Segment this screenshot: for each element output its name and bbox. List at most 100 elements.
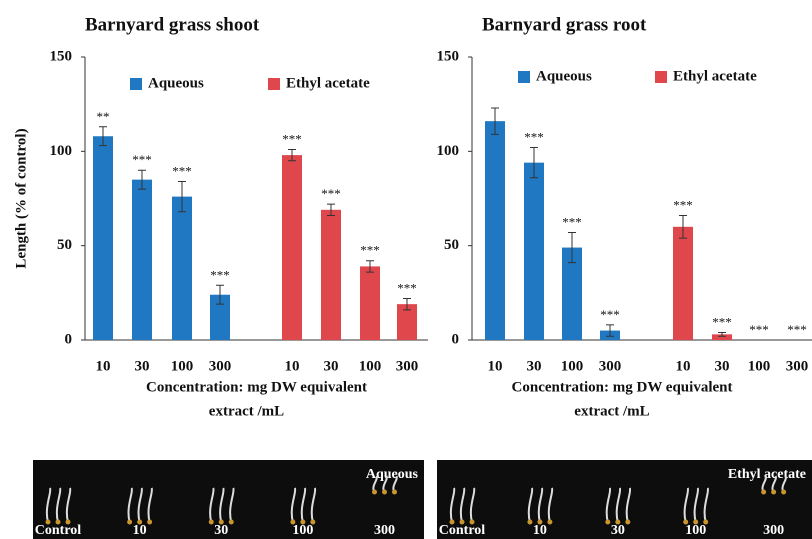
photo-label: Control: [439, 523, 486, 538]
significance-label: ***: [397, 280, 417, 295]
chart-title: Barnyard grass root: [482, 14, 647, 35]
photo-label: 300: [374, 523, 395, 538]
significance-label: **: [97, 109, 110, 124]
bar: [360, 266, 380, 340]
photo-label: 10: [133, 523, 147, 538]
x-tick-label: 100: [171, 358, 194, 374]
significance-label: ***: [360, 243, 380, 258]
photo-label: 30: [214, 523, 228, 538]
x-axis-label: Concentration: mg DW equivalent: [146, 379, 367, 395]
photo-label: 100: [685, 523, 706, 538]
seed: [547, 520, 552, 525]
photo-title: Ethyl acetate: [728, 467, 806, 482]
y-tick-label: 150: [50, 48, 73, 64]
seed: [625, 520, 630, 525]
seed: [470, 520, 475, 525]
y-tick-label: 0: [65, 331, 73, 347]
seed: [229, 520, 234, 525]
bar: [321, 210, 341, 340]
seed: [66, 520, 71, 525]
x-axis-label: extract /mL: [574, 403, 649, 419]
seed: [300, 520, 305, 525]
x-tick-label: 10: [96, 358, 111, 374]
x-tick-label: 100: [561, 358, 584, 374]
seed: [781, 490, 786, 495]
bar: [524, 163, 544, 340]
significance-label: ***: [749, 322, 769, 337]
x-tick-label: 300: [599, 358, 622, 374]
seed: [761, 490, 766, 495]
legend-swatch: [655, 71, 667, 83]
x-axis-label: extract /mL: [209, 403, 284, 419]
significance-label: ***: [673, 197, 693, 212]
significance-label: ***: [524, 130, 544, 145]
seed: [771, 490, 776, 495]
legend-label: Ethyl acetate: [673, 68, 757, 84]
x-tick-label: 30: [135, 358, 150, 374]
seed: [683, 520, 688, 525]
seed: [392, 490, 397, 495]
photo-label: 10: [533, 523, 547, 538]
x-tick-label: 30: [715, 358, 730, 374]
y-axis-label: Length (% of control): [13, 128, 29, 268]
x-tick-label: 10: [676, 358, 691, 374]
x-tick-label: 10: [488, 358, 503, 374]
photo-label: 300: [763, 523, 784, 538]
bar: [485, 121, 505, 340]
bar: [172, 197, 192, 340]
photo-label: 100: [292, 523, 313, 538]
seed: [450, 520, 455, 525]
seed: [382, 490, 387, 495]
photo-title: Aqueous: [366, 467, 419, 482]
significance-label: ***: [787, 322, 807, 337]
significance-label: ***: [172, 164, 192, 179]
y-tick-label: 100: [50, 143, 73, 159]
seed: [605, 520, 610, 525]
y-tick-label: 150: [437, 48, 460, 64]
seed: [290, 520, 295, 525]
seed: [537, 520, 542, 525]
y-tick-label: 50: [57, 237, 72, 253]
significance-label: ***: [210, 267, 230, 282]
legend-label: Aqueous: [536, 68, 592, 84]
seed: [460, 520, 465, 525]
significance-label: ***: [600, 307, 620, 322]
x-tick-label: 10: [285, 358, 300, 374]
figure: Barnyard grass shoot Length (% of control…: [0, 0, 812, 539]
seed: [219, 520, 224, 525]
x-axis-label: Concentration: mg DW equivalent: [512, 379, 733, 395]
photo-label: 30: [611, 523, 625, 538]
significance-label: ***: [712, 314, 732, 329]
seed: [372, 490, 377, 495]
legend-swatch: [130, 78, 142, 90]
legend-label: Aqueous: [148, 75, 204, 91]
y-tick-label: 0: [452, 331, 460, 347]
seed: [137, 520, 142, 525]
x-tick-label: 300: [396, 358, 419, 374]
significance-label: ***: [282, 131, 302, 146]
legend-swatch: [518, 71, 530, 83]
x-tick-label: 30: [527, 358, 542, 374]
chart-title: Barnyard grass shoot: [85, 14, 260, 35]
significance-label: ***: [562, 214, 582, 229]
seed: [127, 520, 132, 525]
bar: [132, 180, 152, 340]
bar: [282, 155, 302, 340]
seed: [147, 520, 152, 525]
seed: [56, 520, 61, 525]
x-tick-label: 30: [324, 358, 339, 374]
legend-label: Ethyl acetate: [286, 75, 370, 91]
seed: [310, 520, 315, 525]
photo-label: Control: [35, 523, 82, 538]
seed: [209, 520, 214, 525]
seed: [615, 520, 620, 525]
seed: [703, 520, 708, 525]
significance-label: ***: [132, 152, 152, 167]
x-tick-label: 300: [786, 358, 809, 374]
seed: [527, 520, 532, 525]
y-tick-label: 50: [444, 237, 459, 253]
y-tick-label: 100: [437, 143, 460, 159]
bar: [93, 136, 113, 340]
seed: [46, 520, 51, 525]
x-tick-label: 100: [359, 358, 382, 374]
